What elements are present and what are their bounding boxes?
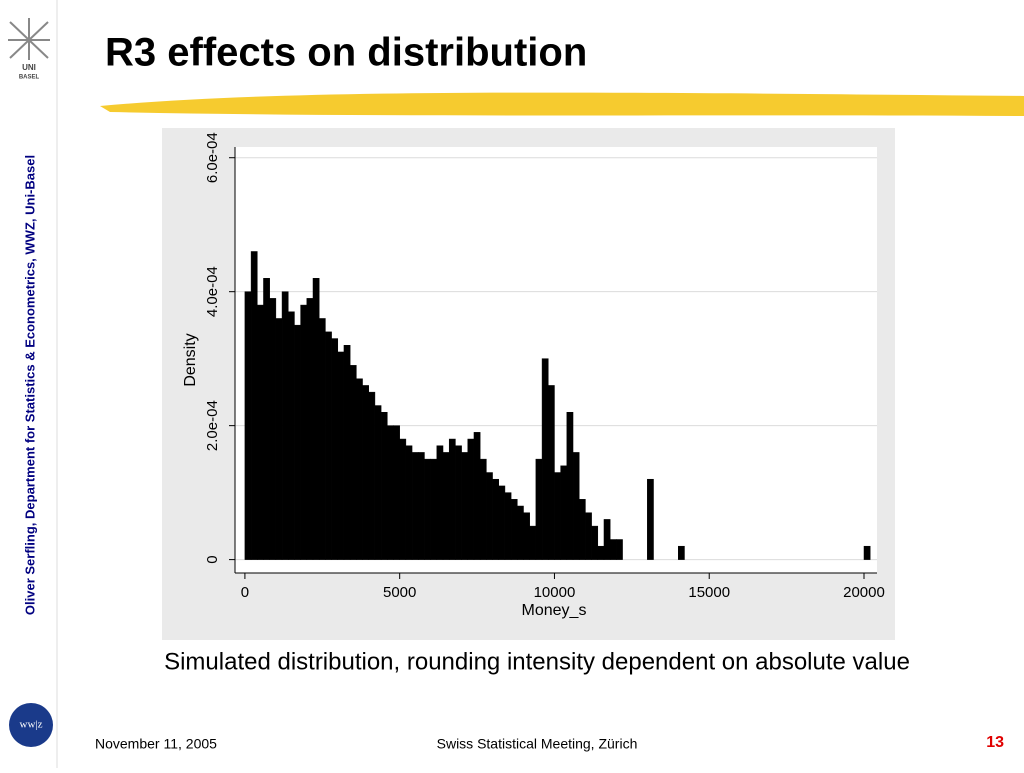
footer-date: November 11, 2005 <box>95 736 217 752</box>
histogram-bar <box>523 512 530 560</box>
histogram-bar <box>399 438 407 560</box>
histogram-bar <box>517 505 524 560</box>
histogram-bar <box>244 291 252 560</box>
x-axis-label: Money_s <box>522 602 587 619</box>
x-tick-label: 10000 <box>534 584 576 601</box>
histogram-bar <box>554 472 561 560</box>
histogram-bar <box>560 465 568 560</box>
brush-stroke <box>100 92 1024 116</box>
histogram-bar <box>362 385 369 560</box>
histogram-bar <box>405 445 413 560</box>
histogram-bar <box>448 438 456 560</box>
histogram-bar <box>343 345 351 560</box>
histogram-bar <box>492 478 499 560</box>
histogram-bar <box>387 425 394 560</box>
histogram-bar <box>585 512 592 560</box>
histogram-bar <box>529 525 537 560</box>
histogram-bar <box>393 425 400 560</box>
y-tick-label: 0 <box>204 555 221 563</box>
histogram-bar <box>356 378 363 560</box>
histogram-bar <box>287 311 295 560</box>
x-tick-label: 20000 <box>843 584 885 601</box>
histogram-bar <box>473 432 481 560</box>
histogram-bar <box>368 391 376 560</box>
histogram-bar <box>424 458 431 560</box>
logo-text: UNI <box>22 63 36 72</box>
badge <box>9 703 53 747</box>
histogram-bar <box>325 331 332 560</box>
histogram-bar <box>318 318 326 560</box>
histogram-bar <box>436 445 444 560</box>
histogram-bar <box>418 452 425 560</box>
histogram-bar <box>269 298 277 560</box>
y-tick-label: 4.0e-04 <box>204 266 221 317</box>
page-number: 13 <box>986 734 1004 751</box>
badge-text: ww|z <box>20 719 43 731</box>
histogram-bar <box>548 385 555 560</box>
histogram-bar <box>250 251 258 560</box>
histogram-bar <box>572 452 580 560</box>
histogram-bar <box>442 452 450 560</box>
histogram-bar <box>486 472 493 560</box>
histogram-bar <box>616 539 623 560</box>
histogram-bar <box>337 351 345 560</box>
histogram-bar <box>863 545 871 560</box>
histogram-bar <box>263 278 270 560</box>
logo-mark <box>8 18 50 60</box>
histogram-bar <box>331 338 339 560</box>
y-axis-label: Density <box>182 333 199 386</box>
histogram-bar <box>275 318 283 560</box>
histogram-bar <box>591 525 599 560</box>
x-tick-label: 0 <box>241 584 249 601</box>
histogram-bar <box>467 438 475 560</box>
histogram-bar <box>678 545 685 560</box>
histogram-bar <box>430 458 438 560</box>
histogram-bar <box>455 445 462 560</box>
caption: Simulated distribution, rounding intensi… <box>164 648 910 675</box>
slide-title: R3 effects on distribution <box>105 31 587 75</box>
x-tick-label: 15000 <box>688 584 730 601</box>
histogram-bar <box>510 499 518 560</box>
histogram-bar <box>294 324 301 560</box>
histogram-bar <box>479 458 487 560</box>
histogram-bar <box>504 492 512 560</box>
histogram-bar <box>306 298 314 560</box>
y-tick-label: 6.0e-04 <box>204 132 221 183</box>
histogram-bar <box>603 519 611 560</box>
histogram-bar <box>374 405 382 560</box>
histogram-bar <box>578 499 586 560</box>
histogram-bar <box>535 458 543 560</box>
logo-text: BASEL <box>19 75 40 81</box>
footer-event: Swiss Statistical Meeting, Zürich <box>437 736 638 752</box>
histogram-bar <box>300 304 308 560</box>
histogram-bar <box>312 278 320 560</box>
histogram-bar <box>541 358 549 560</box>
histogram-bar <box>281 291 289 560</box>
histogram-bar <box>647 478 654 560</box>
histogram-bar <box>609 539 617 560</box>
histogram-bar <box>349 365 357 560</box>
histogram-bar <box>257 304 264 560</box>
histogram-bar <box>498 485 506 560</box>
y-tick-label: 2.0e-04 <box>204 400 221 451</box>
histogram-bar <box>380 411 388 560</box>
histogram-bar <box>597 545 605 560</box>
histogram-bar <box>461 452 469 560</box>
sidebar-text: Oliver Serfling, Department for Statisti… <box>22 155 37 615</box>
x-tick-label: 5000 <box>383 584 416 601</box>
histogram-bar <box>411 452 419 560</box>
histogram-bar <box>566 411 574 560</box>
